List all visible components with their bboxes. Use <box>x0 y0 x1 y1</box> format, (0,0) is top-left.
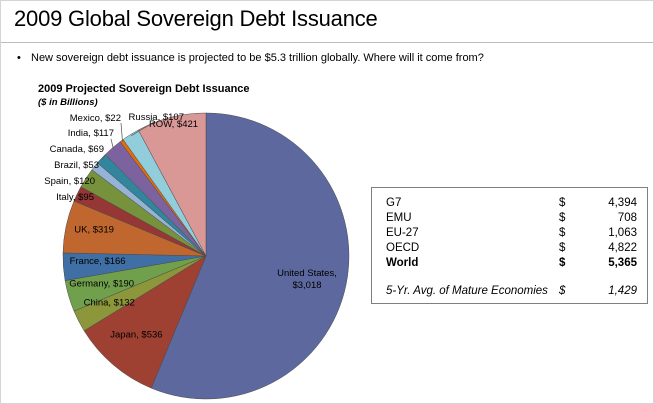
table-row-eu27: EU-27 $ 1,063 <box>372 226 647 241</box>
bullet-text: New sovereign debt issuance is projected… <box>31 52 484 64</box>
leader-line-canada <box>101 154 106 160</box>
pie-label-row: ROW, $421 <box>149 119 198 130</box>
row-label: OECD <box>386 242 420 254</box>
pie-label-russia: Russia, $107 <box>129 112 184 123</box>
pie-slice-japan[interactable] <box>83 255 207 389</box>
pie-label-canada: Canada, $69 <box>50 144 104 155</box>
leader-line-india <box>110 138 114 149</box>
pie-label-uk: UK, $319 <box>74 224 114 235</box>
leader-line-mexico <box>120 122 123 142</box>
row-currency: $ <box>559 285 566 297</box>
pie-label-italy: Italy, $95 <box>56 192 94 203</box>
pie-label-mexico: Mexico, $22 <box>70 113 121 124</box>
pie-label-united-states: United States, $3,018 <box>277 268 337 291</box>
pie-slice-row[interactable] <box>137 112 207 257</box>
bullet-row: • New sovereign debt issuance is project… <box>17 52 637 64</box>
table-row-world: World $ 5,365 <box>372 256 647 271</box>
row-value: 1,063 <box>608 227 637 239</box>
pie-label-india: India, $117 <box>68 128 114 139</box>
table-row-5yr-avg: 5-Yr. Avg. of Mature Economies $ 1,429 <box>372 284 647 299</box>
row-currency: $ <box>559 257 566 269</box>
row-currency: $ <box>559 212 566 224</box>
chart-title: 2009 Projected Sovereign Debt Issuance <box>38 83 250 95</box>
row-value: 4,822 <box>608 242 637 254</box>
bullet-icon: • <box>17 52 21 64</box>
row-value: 4,394 <box>608 197 637 209</box>
title-divider <box>1 42 653 43</box>
table-row-emu: EMU $ 708 <box>372 211 647 226</box>
pie-label-brazil: Brazil, $53 <box>54 160 99 171</box>
row-label: World <box>386 257 419 269</box>
row-value: 708 <box>617 212 637 224</box>
pie-label-france: France, $166 <box>70 256 126 267</box>
row-value: 1,429 <box>608 285 637 297</box>
table-row-g7: G7 $ 4,394 <box>372 196 647 211</box>
summary-table: G7 $ 4,394 EMU $ 708 EU-27 $ 1,063 OECD … <box>371 187 648 304</box>
pie-label-germany: Germany, $190 <box>69 279 134 290</box>
chart-subtitle: ($ in Billions) <box>38 97 98 108</box>
pie-label-spain: Spain, $120 <box>44 176 95 187</box>
pie-label-japan: Japan, $536 <box>110 330 162 341</box>
row-value: 5,365 <box>608 257 637 269</box>
row-currency: $ <box>559 242 566 254</box>
row-label: EU-27 <box>386 227 419 239</box>
pie-chart: United States, $3,018 Japan, $536 China, $1… <box>44 112 350 400</box>
pie-slice-united-states[interactable] <box>150 112 350 400</box>
pie-label-china: China, $132 <box>84 298 135 309</box>
leader-line-russia <box>131 121 155 137</box>
row-currency: $ <box>559 197 566 209</box>
page-title: 2009 Global Sovereign Debt Issuance <box>14 6 378 31</box>
row-label: G7 <box>386 197 402 209</box>
row-label: 5-Yr. Avg. of Mature Economies <box>386 285 548 297</box>
row-label: EMU <box>386 212 412 224</box>
table-row-oecd: OECD $ 4,822 <box>372 241 647 256</box>
row-currency: $ <box>559 227 566 239</box>
